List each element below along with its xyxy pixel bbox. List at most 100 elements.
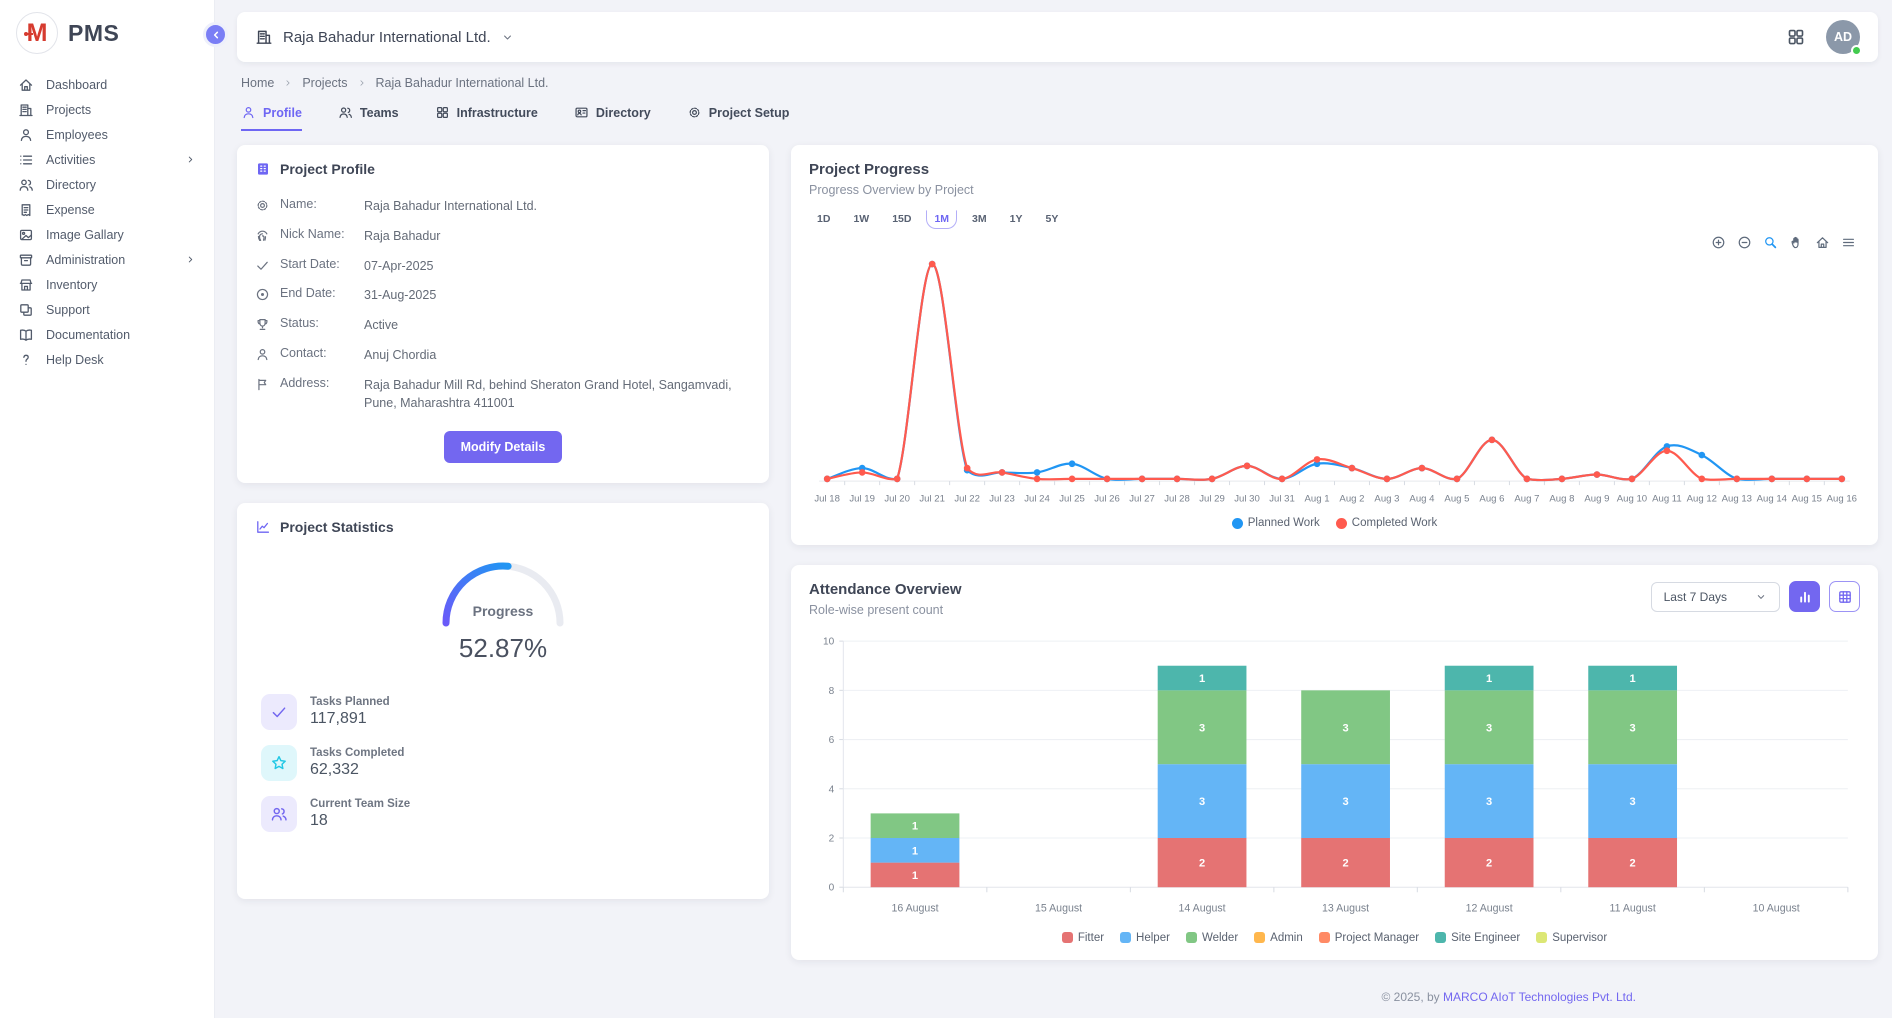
statistics-icon [255,519,271,535]
breadcrumb-item-projects[interactable]: Projects [302,76,347,90]
sidebar-item-support[interactable]: Support [0,297,214,322]
bar-view-button[interactable] [1789,581,1820,612]
legend-item-helper[interactable]: Helper [1120,932,1170,944]
field-label: Nick Name: [280,227,364,241]
svg-text:Aug 14: Aug 14 [1757,493,1788,504]
tab-teams[interactable]: Teams [338,105,399,131]
range-button-3m[interactable]: 3M [964,210,995,229]
field-label: Address: [280,376,364,390]
svg-text:8: 8 [829,686,835,697]
legend-item-supervisor[interactable]: Supervisor [1536,932,1607,944]
svg-text:3: 3 [1199,797,1205,809]
sidebar-item-directory[interactable]: Directory [0,172,214,197]
profile-field-address: Address:Raja Bahadur Mill Rd, behind She… [255,376,751,414]
attendance-chart[interactable]: 024681011116 August15 August233114 Augus… [809,627,1860,930]
legend-item-fitter[interactable]: Fitter [1062,932,1104,944]
sidebar-item-dashboard[interactable]: Dashboard [0,72,214,97]
archive-icon [18,252,34,268]
legend-item-welder[interactable]: Welder [1186,932,1238,944]
legend-item-project-manager[interactable]: Project Manager [1319,932,1419,944]
legend-label: Supervisor [1552,932,1607,944]
range-button-5y[interactable]: 5Y [1037,210,1066,229]
sidebar-collapse-button[interactable] [203,22,228,47]
range-select[interactable]: Last 7 Days [1651,582,1780,612]
users-icon [18,177,34,193]
profile-field-start-date: Start Date:07-Apr-2025 [255,257,751,276]
company-selector[interactable]: Raja Bahadur International Ltd. [255,28,514,46]
chart-menu-icon[interactable] [1841,235,1856,250]
footer-company-link[interactable]: MARCO AIoT Technologies Pvt. Ltd. [1443,990,1636,1004]
app-logo[interactable]: M PMS [0,0,214,64]
sidebar-item-help-desk[interactable]: Help Desk [0,347,214,372]
modify-details-button[interactable]: Modify Details [444,431,563,463]
sidebar-item-employees[interactable]: Employees [0,122,214,147]
legend-marker [1254,932,1265,943]
sidebar-item-administration[interactable]: Administration [0,247,214,272]
question-icon [18,352,34,368]
sidebar-item-label: Directory [46,178,96,192]
statistics-list: Tasks Planned117,891Tasks Completed62,33… [255,694,751,832]
chevron-down-icon [1755,591,1767,603]
svg-text:15 August: 15 August [1035,903,1082,915]
zoom-out-icon[interactable] [1737,235,1752,250]
top-header: Raja Bahadur International Ltd. AD [237,12,1878,62]
svg-text:Jul 27: Jul 27 [1129,493,1155,504]
project-profile-card: Project Profile Name:Raja Bahadur Intern… [237,145,769,483]
tab-infrastructure[interactable]: Infrastructure [435,105,538,131]
user-icon [255,346,271,362]
legend-marker [1336,518,1347,529]
stat-label: Tasks Planned [310,696,390,708]
legend-item-completed-work[interactable]: Completed Work [1336,517,1437,529]
table-view-button[interactable] [1829,581,1860,612]
breadcrumb-item-home[interactable]: Home [241,76,274,90]
tab-profile[interactable]: Profile [241,105,302,131]
project-progress-chart[interactable]: Jul 18Jul 19Jul 20Jul 21Jul 22Jul 23Jul … [809,235,1860,515]
zoom-in-icon[interactable] [1711,235,1726,250]
sidebar-item-projects[interactable]: Projects [0,97,214,122]
svg-text:Jul 24: Jul 24 [1024,493,1050,504]
sidebar-item-inventory[interactable]: Inventory [0,272,214,297]
range-button-15d[interactable]: 15D [884,210,919,229]
selection-zoom-icon[interactable] [1763,235,1778,250]
tab-project-setup[interactable]: Project Setup [687,105,790,131]
pan-icon[interactable] [1789,235,1804,250]
profile-field-name: Name:Raja Bahadur International Ltd. [255,197,751,216]
tab-directory[interactable]: Directory [574,105,651,131]
user-avatar[interactable]: AD [1826,20,1860,54]
field-label: Name: [280,197,364,211]
range-button-1m[interactable]: 1M [926,210,957,229]
sidebar-item-activities[interactable]: Activities [0,147,214,172]
sidebar-item-label: Inventory [46,278,97,292]
range-button-1d[interactable]: 1D [809,210,838,229]
attendance-title: Attendance Overview [809,581,962,598]
field-value: Active [364,316,751,335]
attendance-subtitle: Role-wise present count [809,603,962,617]
svg-text:3: 3 [1486,797,1492,809]
bar-chart-icon [1797,589,1813,605]
building-icon [18,102,34,118]
chevron-right-icon [185,254,196,265]
svg-text:Aug 2: Aug 2 [1339,493,1364,504]
range-button-1y[interactable]: 1Y [1002,210,1031,229]
attendance-overview-card: Attendance Overview Role-wise present co… [791,565,1878,960]
sidebar-item-documentation[interactable]: Documentation [0,322,214,347]
legend-label: Fitter [1078,932,1104,944]
svg-text:Aug 11: Aug 11 [1652,493,1682,504]
reset-zoom-home-icon[interactable] [1815,235,1830,250]
svg-text:3: 3 [1630,723,1636,735]
sidebar-item-image-gallary[interactable]: Image Gallary [0,222,214,247]
legend-item-site-engineer[interactable]: Site Engineer [1435,932,1520,944]
legend-item-planned-work[interactable]: Planned Work [1232,517,1320,529]
legend-marker [1120,932,1131,943]
legend-label: Planned Work [1248,517,1320,529]
legend-label: Project Manager [1335,932,1419,944]
apps-grid-icon[interactable] [1786,27,1806,47]
range-button-1w[interactable]: 1W [845,210,877,229]
sidebar-item-label: Administration [46,253,125,267]
flag-icon [255,376,271,392]
sidebar-item-expense[interactable]: Expense [0,197,214,222]
svg-text:14 August: 14 August [1179,903,1226,915]
svg-text:1: 1 [912,870,918,882]
star-icon [261,745,297,781]
legend-item-admin[interactable]: Admin [1254,932,1303,944]
